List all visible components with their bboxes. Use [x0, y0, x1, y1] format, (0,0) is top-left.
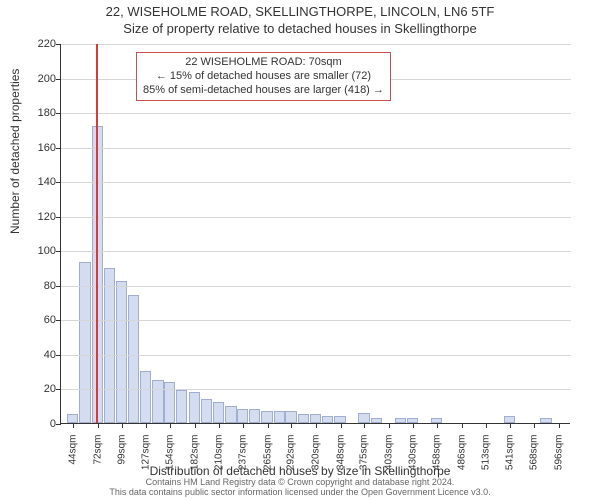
- ytick-mark: [56, 424, 61, 425]
- xtick-mark: [559, 423, 560, 428]
- histogram-bar: [285, 411, 296, 423]
- gridline: [61, 355, 571, 356]
- xtick-mark: [534, 423, 535, 428]
- histogram-bar: [504, 416, 515, 423]
- ytick-label: 120: [16, 211, 56, 223]
- histogram-bar: [225, 406, 236, 423]
- histogram-bar: [104, 268, 115, 423]
- histogram-bar: [395, 418, 406, 423]
- histogram-bar: [128, 295, 139, 423]
- xtick-mark: [389, 423, 390, 428]
- ytick-mark: [56, 355, 61, 356]
- histogram-bar: [237, 409, 248, 423]
- ytick-label: 160: [16, 142, 56, 154]
- ytick-label: 180: [16, 107, 56, 119]
- ytick-label: 60: [16, 314, 56, 326]
- histogram-bar: [116, 281, 127, 423]
- ytick-label: 200: [16, 73, 56, 85]
- histogram-bar: [371, 418, 382, 423]
- chart-container: 22, WISEHOLME ROAD, SKELLINGTHORPE, LINC…: [0, 0, 600, 500]
- ytick-label: 0: [16, 418, 56, 430]
- xtick-mark: [364, 423, 365, 428]
- histogram-bar: [164, 382, 175, 423]
- xtick-mark: [510, 423, 511, 428]
- xtick-mark: [268, 423, 269, 428]
- gridline: [61, 320, 571, 321]
- gridline: [61, 286, 571, 287]
- xtick-mark: [73, 423, 74, 428]
- xtick-mark: [219, 423, 220, 428]
- xtick-mark: [146, 423, 147, 428]
- title-subtitle: Size of property relative to detached ho…: [0, 19, 600, 36]
- xtick-mark: [291, 423, 292, 428]
- ytick-label: 20: [16, 383, 56, 395]
- gridline: [61, 182, 571, 183]
- histogram-bar: [67, 414, 78, 423]
- annotation-box: 22 WISEHOLME ROAD: 70sqm ← 15% of detach…: [136, 52, 391, 101]
- xtick-mark: [316, 423, 317, 428]
- xtick-mark: [486, 423, 487, 428]
- gridline: [61, 389, 571, 390]
- histogram-bar: [298, 414, 309, 423]
- ytick-mark: [56, 251, 61, 252]
- ytick-mark: [56, 286, 61, 287]
- xtick-mark: [413, 423, 414, 428]
- ytick-label: 40: [16, 349, 56, 361]
- histogram-bar: [540, 418, 551, 423]
- xtick-mark: [98, 423, 99, 428]
- ytick-label: 220: [16, 38, 56, 50]
- histogram-bar: [213, 402, 224, 423]
- annotation-line3: 85% of semi-detached houses are larger (…: [143, 84, 384, 98]
- ytick-mark: [56, 44, 61, 45]
- annotation-line2: ← 15% of detached houses are smaller (72…: [143, 70, 384, 84]
- xtick-mark: [170, 423, 171, 428]
- gridline: [61, 251, 571, 252]
- ytick-mark: [56, 113, 61, 114]
- histogram-bar: [176, 390, 187, 423]
- gridline: [61, 44, 571, 45]
- footer-attribution: Contains HM Land Registry data © Crown c…: [0, 478, 600, 498]
- ytick-mark: [56, 79, 61, 80]
- title-address: 22, WISEHOLME ROAD, SKELLINGTHORPE, LINC…: [0, 0, 600, 19]
- plot-area: 02040608010012014016018020022044sqm72sqm…: [60, 44, 570, 424]
- xtick-mark: [437, 423, 438, 428]
- histogram-bar: [189, 392, 200, 423]
- histogram-bar: [358, 413, 369, 423]
- annotation-line1: 22 WISEHOLME ROAD: 70sqm: [143, 56, 384, 70]
- gridline: [61, 148, 571, 149]
- xtick-mark: [341, 423, 342, 428]
- ytick-mark: [56, 148, 61, 149]
- histogram-bar: [310, 414, 321, 423]
- x-axis-label: Distribution of detached houses by size …: [0, 464, 600, 478]
- histogram-bar: [274, 411, 285, 423]
- gridline: [61, 113, 571, 114]
- ytick-mark: [56, 217, 61, 218]
- histogram-bar: [140, 371, 151, 423]
- histogram-bar: [152, 380, 163, 423]
- xtick-mark: [122, 423, 123, 428]
- ytick-label: 140: [16, 176, 56, 188]
- ytick-mark: [56, 389, 61, 390]
- ytick-label: 80: [16, 280, 56, 292]
- ytick-mark: [56, 182, 61, 183]
- histogram-bar: [334, 416, 345, 423]
- histogram-bar: [261, 411, 272, 423]
- xtick-mark: [243, 423, 244, 428]
- marker-line: [96, 44, 98, 423]
- histogram-bar: [201, 399, 212, 423]
- histogram-bar: [249, 409, 260, 423]
- ytick-label: 100: [16, 245, 56, 257]
- xtick-mark: [195, 423, 196, 428]
- ytick-mark: [56, 320, 61, 321]
- footer-line2: This data contains public sector informa…: [0, 488, 600, 498]
- histogram-bar: [322, 416, 333, 423]
- xtick-mark: [462, 423, 463, 428]
- gridline: [61, 217, 571, 218]
